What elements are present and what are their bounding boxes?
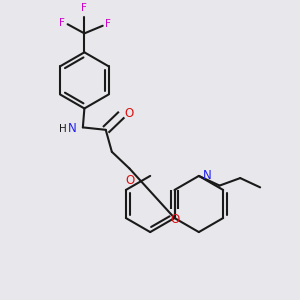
- Text: F: F: [59, 18, 64, 28]
- Text: O: O: [170, 213, 179, 226]
- Text: H: H: [58, 124, 66, 134]
- Text: N: N: [203, 169, 212, 182]
- Text: N: N: [68, 122, 76, 134]
- Text: F: F: [81, 3, 87, 13]
- Text: O: O: [125, 174, 134, 187]
- Text: F: F: [105, 19, 111, 29]
- Text: O: O: [124, 106, 133, 119]
